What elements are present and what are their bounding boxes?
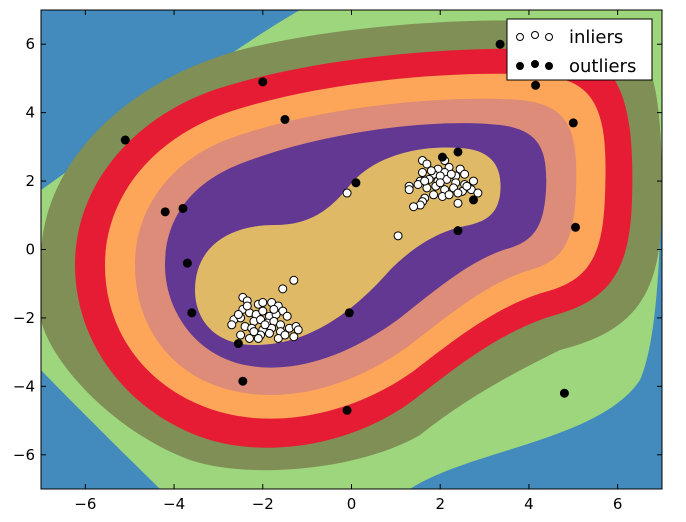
- inlier-point: [404, 185, 414, 195]
- inlier-point: [393, 231, 403, 241]
- inlier-point: [420, 176, 430, 186]
- y-axis: −6 −4 −2 0 2 4 6: [13, 35, 662, 464]
- outlier-point: [559, 388, 569, 398]
- legend-entry-outliers: outliers: [516, 56, 636, 77]
- legend-label-outliers: outliers: [569, 56, 636, 77]
- legend-marker-outliers: [531, 60, 539, 68]
- outlier-point: [233, 339, 243, 349]
- x-tick-label: −2: [252, 495, 274, 513]
- x-tick-label: −4: [163, 495, 185, 513]
- inlier-point: [264, 328, 274, 338]
- inlier-point: [460, 169, 470, 179]
- inlier-point: [236, 330, 246, 340]
- legend: inliers outliers: [506, 18, 653, 81]
- legend-marker-outliers: [545, 62, 553, 70]
- outlier-point: [160, 207, 170, 217]
- x-tick-label: 2: [435, 495, 445, 513]
- outlier-point: [187, 308, 197, 318]
- legend-marker-inliers: [545, 33, 553, 41]
- inlier-point: [422, 159, 432, 169]
- inlier-point: [426, 166, 436, 176]
- inlier-point: [233, 310, 243, 320]
- x-tick-label: −6: [74, 495, 96, 513]
- inlier-point: [409, 202, 419, 212]
- outlier-point: [571, 222, 581, 232]
- inlier-point: [242, 301, 252, 311]
- y-tick-label: 4: [25, 104, 35, 122]
- outlier-point: [342, 405, 352, 415]
- inlier-point: [468, 176, 478, 186]
- inlier-point: [342, 188, 352, 198]
- legend-marker-outliers: [516, 62, 524, 70]
- outlier-point: [568, 118, 578, 128]
- inlier-point: [462, 181, 472, 191]
- outlier-point: [453, 147, 463, 157]
- y-tick-label: −2: [13, 309, 35, 327]
- inlier-point: [446, 169, 456, 179]
- x-axis: −6 −4 −2 0 2 4 6: [74, 10, 622, 513]
- legend-box: [506, 18, 653, 81]
- inlier-point: [453, 188, 463, 198]
- outlier-point: [258, 77, 268, 87]
- legend-marker-inliers: [516, 33, 524, 41]
- y-tick-label: 0: [25, 241, 35, 259]
- legend-entry-inliers: inliers: [516, 27, 623, 48]
- inlier-point: [282, 311, 292, 321]
- outlier-point: [344, 308, 354, 318]
- inlier-point: [444, 190, 454, 200]
- inlier-point: [253, 333, 263, 343]
- outliers-series: [120, 39, 581, 415]
- x-tick-label: 6: [613, 495, 623, 513]
- inlier-point: [429, 190, 439, 200]
- outlier-point: [238, 376, 248, 386]
- y-tick-label: −4: [13, 377, 35, 395]
- inlier-point: [278, 284, 288, 294]
- y-tick-label: 6: [25, 35, 35, 53]
- inlier-point: [280, 330, 290, 340]
- inlier-point: [435, 178, 445, 188]
- x-tick-label: 0: [347, 495, 357, 513]
- inlier-point: [269, 304, 279, 314]
- inlier-point: [453, 198, 463, 208]
- plot-area: [41, 10, 662, 489]
- inlier-point: [258, 298, 268, 308]
- outlier-point: [178, 203, 188, 213]
- inlier-point: [227, 320, 237, 330]
- inlier-point: [293, 325, 303, 335]
- inlier-point: [417, 168, 427, 178]
- inlier-point: [258, 306, 268, 316]
- outlier-point: [182, 258, 192, 268]
- inlier-point: [244, 333, 254, 343]
- outlier-point: [351, 178, 361, 188]
- outlier-point: [531, 80, 541, 90]
- outlier-point: [468, 195, 478, 205]
- y-tick-label: 2: [25, 172, 35, 190]
- x-tick-label: 4: [524, 495, 534, 513]
- outlier-point: [453, 226, 463, 236]
- inlier-point: [289, 275, 299, 285]
- inlier-point: [473, 188, 483, 198]
- outlier-point: [437, 152, 447, 162]
- y-tick-label: −6: [13, 446, 35, 464]
- outlier-point: [495, 39, 505, 49]
- inlier-point: [289, 332, 299, 342]
- outlier-point: [280, 114, 290, 124]
- legend-marker-inliers: [531, 31, 539, 39]
- legend-label-inliers: inliers: [569, 27, 623, 48]
- inlier-point: [249, 327, 259, 337]
- outlier-point: [120, 135, 130, 145]
- inlier-point: [260, 320, 270, 330]
